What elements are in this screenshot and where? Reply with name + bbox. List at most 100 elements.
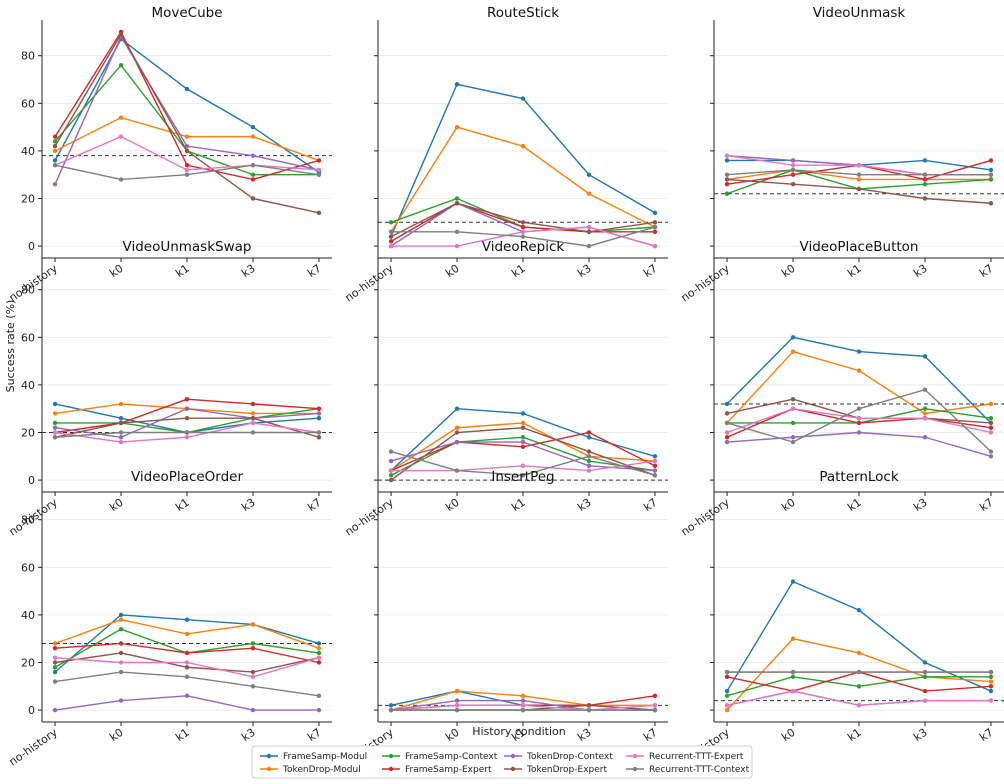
data-point: [52, 425, 58, 430]
data-point: [652, 224, 658, 230]
data-point: [790, 162, 796, 168]
subplot-VideoRepick: no-history k0 k1 k3 k7 VideoRepick: [343, 239, 668, 538]
data-point: [388, 458, 394, 464]
x-tick-label: k7: [977, 726, 995, 744]
data-point: [856, 349, 862, 354]
data-point: [652, 703, 658, 708]
legend-label: TokenDrop-Context: [526, 752, 613, 762]
data-point: [184, 162, 190, 168]
subplot-title: InsertPeg: [491, 469, 554, 485]
data-point: [988, 688, 994, 694]
x-tick-label: k3: [911, 726, 929, 744]
series-line-TokenDrop-Expert: [54, 32, 320, 214]
legend-entry: FrameSamp-Expert: [382, 765, 492, 775]
data-point: [52, 420, 58, 426]
data-point: [316, 430, 322, 435]
data-point: [922, 182, 928, 187]
data-point: [184, 631, 190, 637]
data-point: [922, 158, 928, 163]
y-tick-label: 20: [21, 657, 35, 670]
x-tick-label: k1: [509, 726, 527, 744]
data-point: [790, 158, 796, 163]
data-point: [388, 239, 394, 244]
data-point: [250, 153, 256, 158]
x-tick-label: k7: [305, 262, 323, 280]
data-point: [184, 693, 190, 699]
data-point: [52, 430, 58, 435]
data-point: [724, 153, 730, 158]
data-point: [520, 420, 526, 426]
y-tick-label: 80: [21, 284, 35, 297]
subplot-InsertPeg: no-history k0 k1 k3 k7 InsertPeg: [343, 469, 668, 768]
x-tick-label: k0: [443, 496, 461, 514]
y-tick-label: 60: [21, 97, 35, 110]
data-point: [52, 665, 58, 670]
subplot-title: VideoRepick: [482, 239, 565, 255]
data-point: [250, 177, 256, 182]
x-tick-label: k1: [845, 726, 863, 744]
data-point: [724, 693, 730, 699]
data-point: [388, 477, 394, 483]
data-point: [250, 162, 256, 168]
data-point: [922, 354, 928, 359]
data-point: [724, 172, 730, 177]
y-tick-label: 0: [28, 240, 35, 253]
data-point: [118, 617, 124, 622]
series-line-FrameSamp-Modul: [390, 83, 656, 237]
data-point: [652, 693, 658, 699]
data-point: [988, 449, 994, 454]
subplot-VideoPlaceOrder: 0 20 40 60 80 no-history k0 k1 k3 k7 VideoPlaceOrd…: [7, 469, 332, 768]
y-tick-label: 80: [21, 50, 35, 63]
x-tick-label: k7: [641, 726, 659, 744]
data-point: [586, 458, 592, 464]
data-point: [316, 646, 322, 651]
data-point: [316, 655, 322, 660]
data-point: [184, 416, 190, 421]
y-tick-label: 60: [21, 561, 35, 574]
data-point: [988, 669, 994, 675]
data-point: [520, 143, 526, 149]
y-tick-label: 20: [21, 427, 35, 440]
data-point: [790, 636, 796, 641]
data-point: [118, 63, 124, 68]
data-point: [724, 191, 730, 196]
data-point: [184, 148, 190, 154]
data-point: [724, 411, 730, 416]
legend-label: TokenDrop-Expert: [526, 765, 607, 775]
data-point: [118, 134, 124, 139]
data-point: [922, 660, 928, 665]
data-point: [118, 177, 124, 182]
data-point: [250, 172, 256, 177]
data-point: [988, 454, 994, 459]
subplot-RouteStick: no-history k0 k1 k3 k7 RouteStick: [343, 5, 668, 304]
legend-frame: [251, 745, 753, 779]
legend-marker: [632, 753, 638, 759]
data-point: [52, 134, 58, 139]
data-point: [520, 473, 526, 478]
series-line-FrameSamp-Context: [54, 64, 319, 176]
y-tick-label: 40: [21, 145, 35, 158]
data-point: [316, 416, 322, 421]
data-point: [118, 439, 124, 445]
data-point: [184, 167, 190, 173]
data-point: [454, 229, 460, 235]
data-point: [856, 186, 862, 192]
data-point: [316, 641, 322, 646]
data-point: [922, 674, 928, 679]
data-point: [118, 435, 124, 440]
data-point: [52, 679, 58, 684]
series-line-FrameSamp-Expert: [54, 30, 320, 181]
x-tick-label: k0: [779, 262, 797, 280]
data-point: [724, 401, 730, 407]
x-tick-label: k1: [509, 262, 527, 280]
data-point: [454, 406, 460, 411]
data-point: [586, 243, 592, 249]
data-point: [856, 368, 862, 373]
y-tick-label: 80: [21, 514, 35, 527]
data-point: [652, 468, 658, 473]
data-point: [922, 688, 928, 694]
legend-marker: [510, 753, 516, 759]
data-point: [520, 698, 526, 703]
legend-marker: [510, 766, 516, 772]
data-point: [586, 224, 592, 230]
